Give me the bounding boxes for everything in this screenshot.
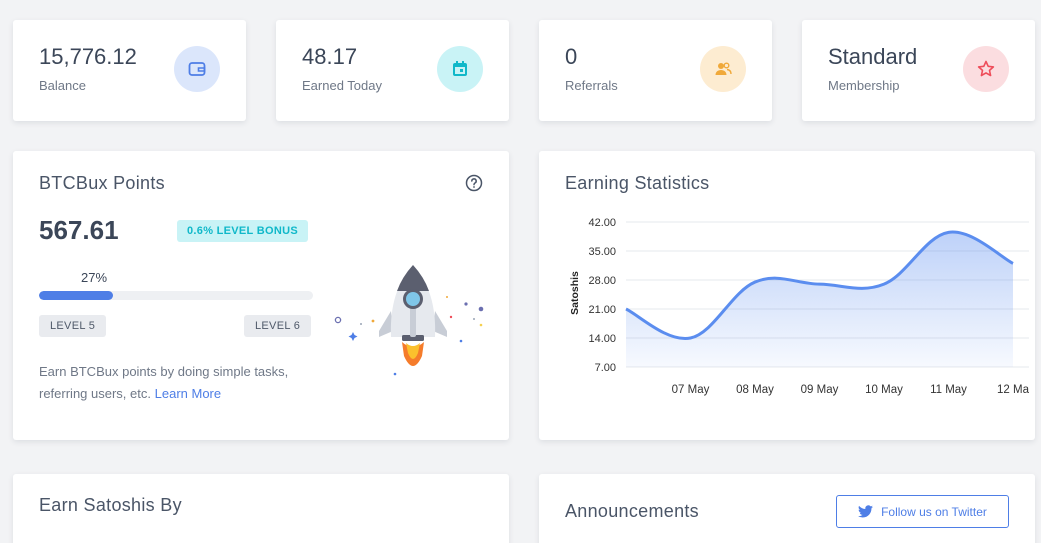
earn-title: Earn Satoshis By (39, 495, 182, 515)
level-current-badge: LEVEL 5 (39, 315, 107, 337)
follow-twitter-button[interactable]: Follow us on Twitter (836, 495, 1009, 528)
x-tick-label: 07 May (672, 384, 710, 396)
calendar-icon (437, 46, 483, 92)
wallet-icon (174, 46, 220, 92)
stat-card-earned-today: 48.17 Earned Today (276, 20, 509, 121)
y-tick-label: 21.00 (588, 304, 616, 316)
follow-twitter-label: Follow us on Twitter (881, 504, 987, 519)
announcements-title: Announcements (565, 501, 699, 521)
earn-satoshis-card: Earn Satoshis By (13, 474, 509, 543)
x-tick-label: 09 May (801, 384, 839, 396)
y-tick-label: 14.00 (588, 333, 616, 345)
x-tick-label: 10 May (865, 384, 903, 396)
level-next-badge: LEVEL 6 (244, 315, 312, 337)
x-tick-label: 11 May (930, 384, 967, 396)
stat-card-referrals: 0 Referrals (539, 20, 772, 121)
series-area (626, 232, 1013, 367)
x-tick-label: 12 Ma (997, 384, 1029, 396)
y-tick-label: 7.00 (595, 362, 616, 374)
referrals-value: 0 (565, 44, 578, 69)
users-icon (700, 46, 746, 92)
star-icon (963, 46, 1009, 92)
points-description-text: Earn BTCBux points by doing simple tasks… (39, 364, 289, 401)
membership-value: Standard (828, 44, 918, 69)
help-icon[interactable] (465, 174, 483, 192)
y-axis-label: Satoshis (569, 271, 581, 315)
level-progress-fill (39, 291, 113, 300)
earning-statistics-card: Earning Statistics 42.00 35.00 28.00 21.00 1… (539, 151, 1035, 440)
btcbux-points-card: BTCBux Points 567.61 0.6% LEVEL BONUS 27… (13, 151, 509, 440)
y-tick-label: 35.00 (588, 246, 616, 258)
progress-percent: 27% (81, 270, 108, 285)
announcements-card: Announcements Follow us on Twitter (539, 474, 1035, 543)
points-description: Earn BTCBux points by doing simple tasks… (39, 361, 324, 405)
rocket-illustration (331, 259, 491, 389)
earning-title: Earning Statistics (565, 173, 710, 193)
points-title: BTCBux Points (39, 173, 165, 193)
membership-label: Membership (828, 78, 900, 93)
y-tick-label: 28.00 (588, 275, 616, 287)
stat-card-membership: Standard Membership (802, 20, 1035, 121)
referrals-label: Referrals (565, 78, 618, 93)
x-tick-label: 08 May (736, 384, 774, 396)
points-value: 567.61 (39, 215, 119, 245)
y-tick-label: 42.00 (588, 217, 616, 229)
twitter-icon (858, 505, 874, 518)
balance-label: Balance (39, 78, 86, 93)
earned-today-value: 48.17 (302, 44, 358, 69)
balance-value: 15,776.12 (39, 44, 137, 69)
level-bonus-badge: 0.6% LEVEL BONUS (177, 220, 308, 242)
stat-card-balance: 15,776.12 Balance (13, 20, 246, 121)
level-progress-bar (39, 291, 313, 300)
series-line (625, 230, 1014, 340)
learn-more-link[interactable]: Learn More (154, 386, 222, 401)
earned-today-label: Earned Today (302, 78, 382, 93)
earning-chart: 42.00 35.00 28.00 21.00 14.00 7.00 07 May 08 M… (569, 217, 1029, 396)
